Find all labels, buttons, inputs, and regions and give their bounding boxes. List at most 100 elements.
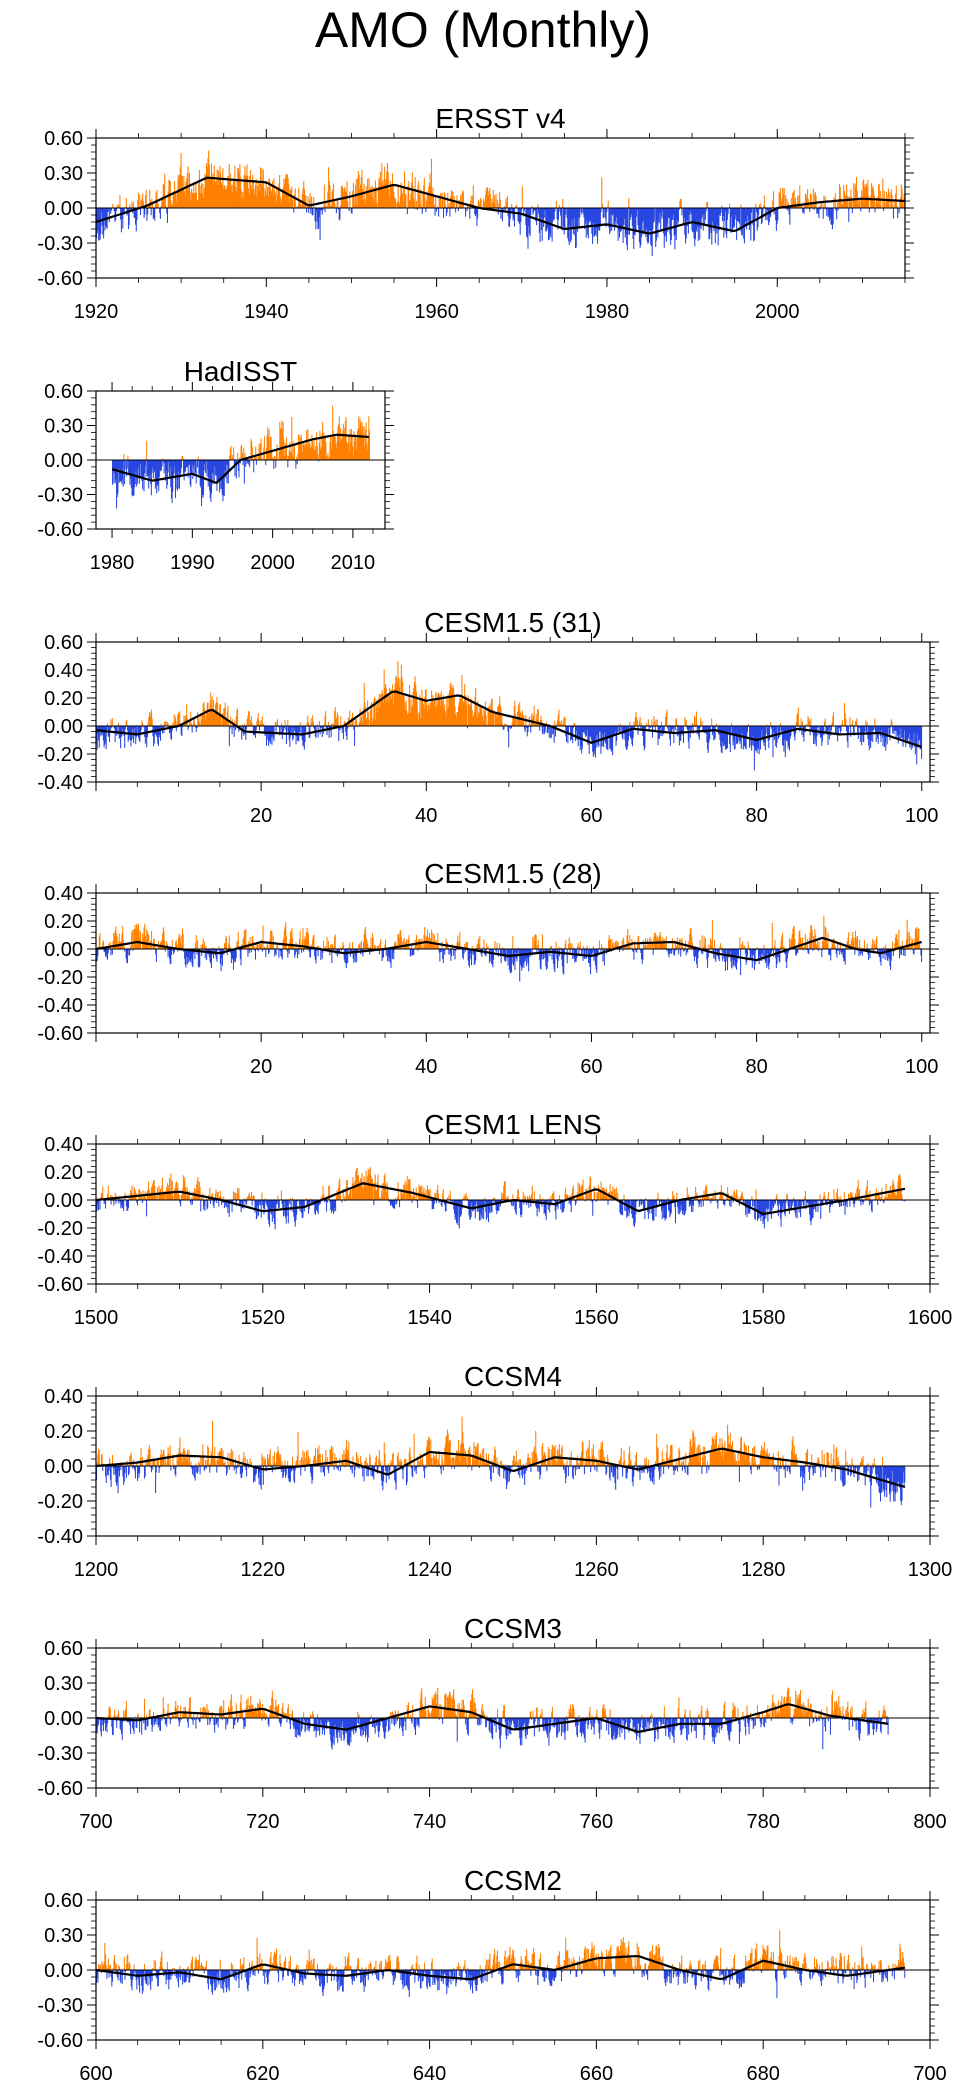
bar-negative [275,460,277,468]
bar-positive [455,718,457,726]
bar-negative [700,949,702,954]
bar-negative [176,460,178,476]
bar-positive [483,709,485,726]
bar-positive [364,1181,366,1200]
bar-negative [320,208,322,211]
bar-negative [754,949,756,965]
bar-negative [531,949,533,956]
bar-negative [287,949,289,958]
bar-negative [696,949,698,969]
bar-positive [371,722,373,726]
bar-negative [682,208,684,226]
bar-positive [798,195,800,208]
bar-positive [174,194,176,208]
bar-positive [218,713,220,726]
bar-negative [726,208,728,220]
bar-positive [848,196,850,208]
bar-positive [358,944,360,949]
bar-negative [513,949,515,966]
bar-positive [424,927,426,949]
bar-positive [140,200,142,208]
x-tick-label: 80 [745,1056,767,1078]
bar-negative [216,1200,218,1204]
bar-positive [456,942,458,949]
bar-negative [650,208,652,245]
bar-positive [805,944,807,949]
bar-positive [339,1178,341,1200]
bar-positive [808,204,810,208]
bar-positive [114,930,116,949]
y-tick-label: -0.40 [37,772,83,794]
bar-positive [665,940,667,949]
bar-negative [474,208,476,215]
bar-positive [100,1193,102,1200]
bar-negative [561,949,563,960]
bar-positive [899,200,901,208]
bar-negative [706,726,708,743]
bar-negative [700,208,702,229]
bar-positive [367,700,369,726]
bar-positive [479,197,481,208]
bar-positive [175,716,177,726]
bar-positive [276,195,279,208]
bar-negative [667,208,669,232]
bar-positive [538,723,540,726]
bar-negative [124,726,126,748]
bar-negative [206,949,208,961]
bar-negative [672,208,674,220]
bar-positive [237,940,239,949]
bar-positive [196,1180,198,1200]
bar-positive [291,928,293,949]
bar-positive [390,689,392,726]
bar-negative [195,460,197,473]
bar-positive [380,183,382,208]
bar-negative [271,726,273,745]
bar-positive [915,927,917,949]
bar-negative [96,1200,98,1205]
bar-positive [204,941,206,949]
bar-positive [851,937,853,949]
bar-positive [249,175,251,208]
bar-negative [146,726,148,748]
bar-negative [122,726,124,733]
bar-negative [276,1200,278,1205]
bar-negative [454,949,456,960]
bar-negative [389,949,391,963]
bar-negative [886,949,888,960]
bar-negative [559,208,561,212]
bar-negative [298,1200,300,1209]
bar-positive [808,718,810,726]
bar-positive [494,1197,496,1200]
bar-positive [152,203,154,208]
bar-negative [606,208,608,213]
bar-negative [158,460,160,492]
bar-positive [909,936,911,949]
bar-negative [528,949,530,955]
bar-negative [475,949,477,961]
bar-negative [746,949,748,962]
bar-negative [346,726,348,740]
bar-positive [502,1193,504,1200]
bar-negative [599,726,601,732]
bar-positive [882,178,884,208]
bar-positive [907,946,910,949]
bar-negative [285,726,287,730]
bar-positive [407,713,409,726]
bar-positive [306,928,308,949]
bar-positive [478,201,480,208]
bar-negative [140,460,142,478]
bar-positive [147,933,149,949]
bar-negative [110,949,112,956]
bar-negative [338,208,340,221]
bar-negative [851,208,853,214]
bar-positive [704,938,707,949]
bar-negative [912,949,914,954]
bar-positive [368,178,370,208]
bar-negative [454,1200,456,1220]
bar-positive [125,198,127,208]
bar-positive [484,202,486,208]
bar-positive [826,943,828,949]
bar-negative [306,208,308,213]
bar-positive [557,719,559,726]
bar-positive [352,720,354,726]
